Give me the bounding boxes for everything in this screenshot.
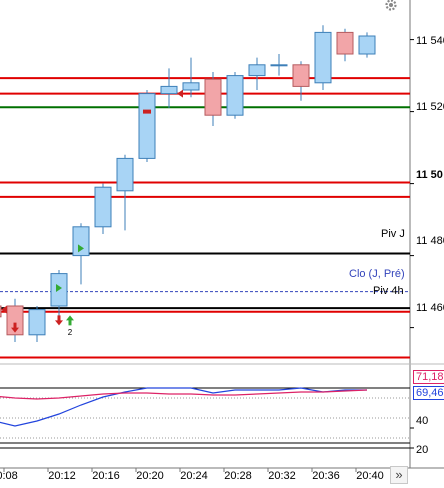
candle-body: [72, 226, 90, 257]
candle-body: [358, 35, 376, 55]
indicator-axis-label-40: 40: [416, 415, 429, 427]
gear-icon[interactable]: [384, 0, 398, 12]
time-label-2012: 20:12: [48, 470, 76, 482]
marker-label: 2: [68, 328, 73, 337]
indicator-value-red: 71,185: [413, 370, 444, 384]
time-label-2028: 20:28: [224, 470, 252, 482]
double-chevron-right-icon: »: [395, 467, 403, 482]
time-label-2032: 20:32: [268, 470, 296, 482]
time-label-2040: 20:40: [356, 470, 384, 482]
candle-body: [28, 309, 46, 336]
candle-body: [160, 85, 178, 95]
candle-body: [182, 82, 200, 91]
indicator-value-blue: 69,465: [413, 386, 444, 400]
time-label-2020: 20:20: [136, 470, 164, 482]
price-axis-label-11520: 11 520: [416, 101, 444, 113]
label-clo-j-pre: Clo (J, Pré): [349, 268, 405, 280]
indicator-axis-label-20: 20: [416, 444, 429, 456]
signal-marker: [11, 322, 19, 333]
label-piv-4h: Piv 4h: [373, 285, 404, 297]
candle-body: [0, 305, 2, 318]
candle-body: [204, 78, 222, 116]
price-axis-label-11540: 11 540: [416, 35, 444, 47]
time-label-2036: 20:36: [312, 470, 340, 482]
price-axis-label-11500: 11 50: [416, 169, 443, 181]
signal-marker: [177, 89, 183, 98]
candle-body: [116, 157, 134, 192]
candle-body: [248, 64, 266, 77]
time-label-2024: 20:24: [180, 470, 208, 482]
time-label-2008: 20:08: [0, 470, 18, 482]
candle-body: [94, 186, 112, 228]
candle-body: [270, 64, 288, 67]
candle-body: [138, 93, 156, 159]
indicator-series-line: [0, 389, 368, 400]
signal-marker: [78, 244, 84, 253]
label-piv-j: Piv J: [381, 228, 405, 240]
signal-marker: [1, 305, 7, 314]
time-label-2016: 20:16: [92, 470, 120, 482]
signal-marker: [66, 315, 74, 326]
signal-marker: [55, 315, 63, 326]
candle-body: [336, 31, 354, 55]
signal-marker: [143, 109, 151, 114]
price-axis-label-11480: 11 480: [416, 235, 444, 247]
signal-marker: [56, 284, 62, 292]
indicator-series-line: [0, 387, 367, 427]
candle-body: [314, 31, 332, 84]
candle-body: [226, 75, 244, 116]
scroll-right-button[interactable]: »: [390, 466, 408, 484]
candle-body: [292, 64, 310, 87]
price-axis-label-11460: 11 460: [416, 302, 444, 314]
